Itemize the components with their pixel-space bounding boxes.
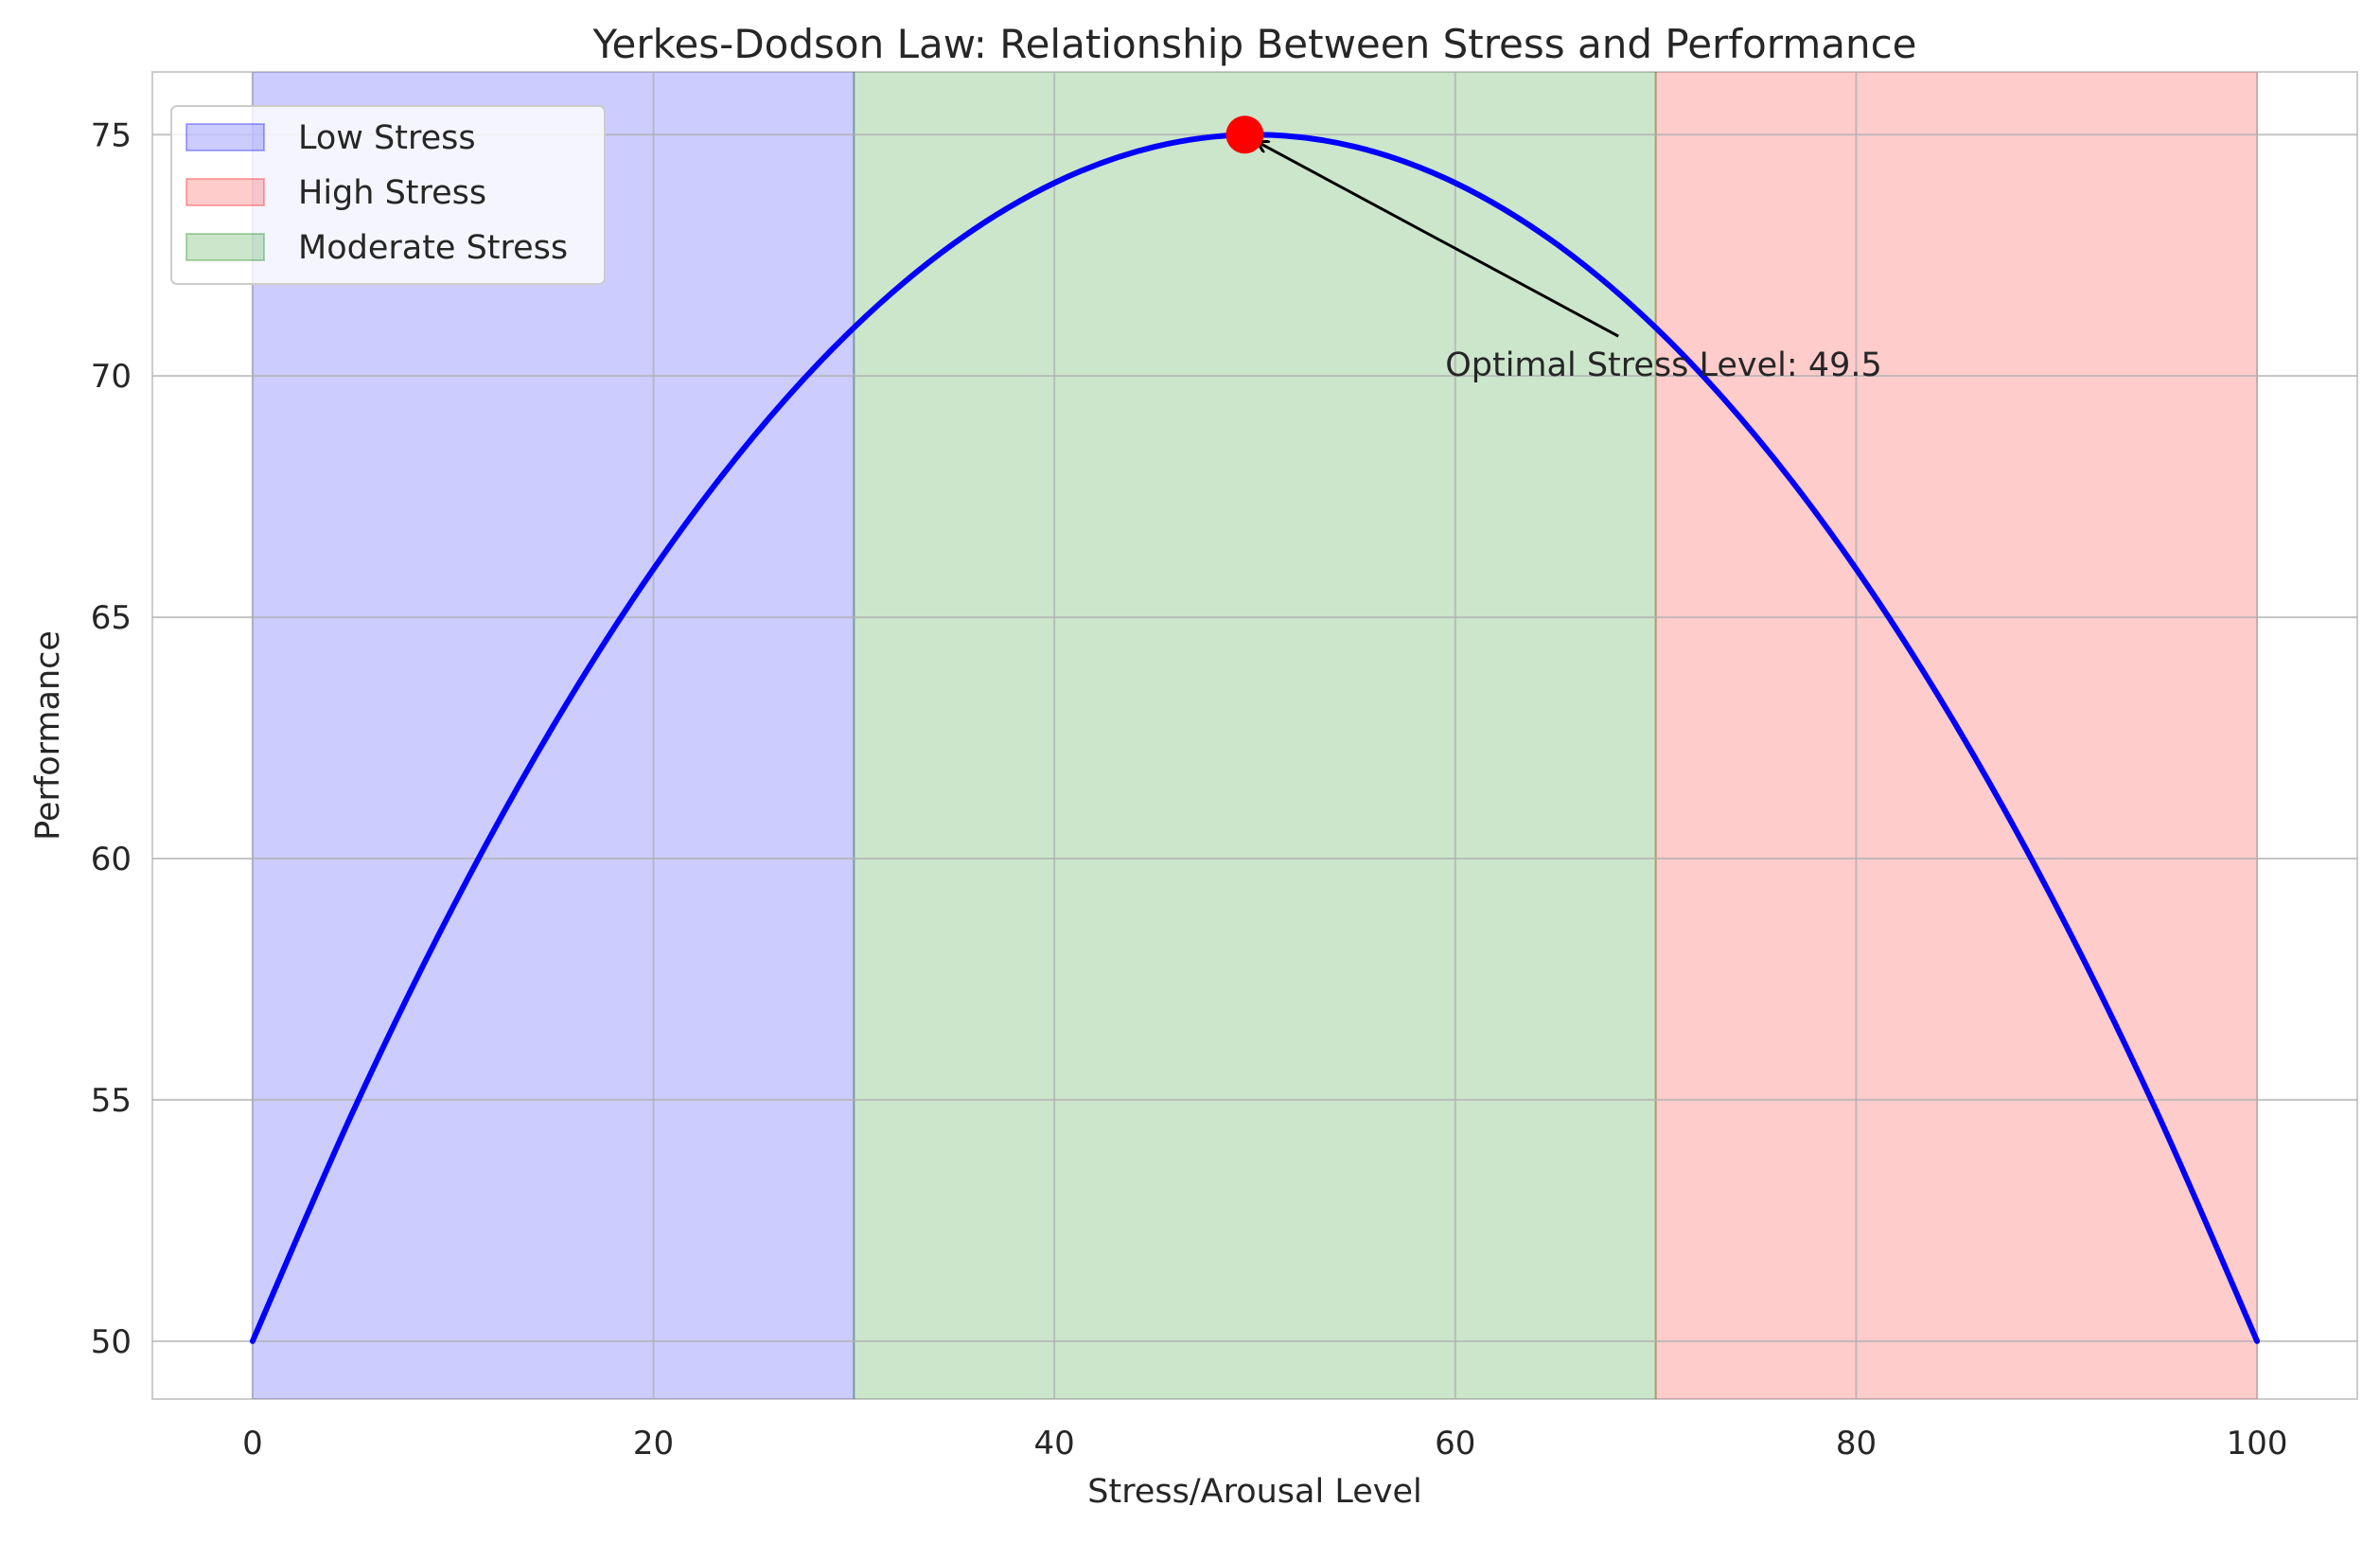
x-tick-label: 80	[1836, 1425, 1877, 1462]
y-tick-label: 65	[91, 599, 132, 637]
region-moderate-stress	[854, 72, 1656, 1399]
legend-label-moderate-stress: Moderate Stress	[298, 229, 568, 267]
legend-swatch-low-stress	[185, 123, 265, 151]
annotation-arrow	[1258, 142, 1619, 338]
region-layer	[251, 72, 2259, 1399]
legend-swatch-moderate-stress	[185, 233, 265, 261]
x-tick-label: 20	[633, 1425, 674, 1462]
legend-label-low-stress: Low Stress	[298, 119, 476, 157]
optimal-point-marker	[1225, 115, 1264, 154]
legend: Low Stress High Stress Moderate Stress	[170, 105, 606, 285]
region-low-stress	[252, 72, 855, 1399]
tick-layer: 0 20 40 60 80 100 50 55 60 65 70 75	[91, 116, 2288, 1462]
x-tick-label: 0	[242, 1425, 263, 1462]
y-tick-label: 55	[91, 1082, 132, 1120]
x-tick-label: 100	[2227, 1425, 2288, 1462]
y-tick-label: 75	[91, 116, 132, 154]
legend-swatch-high-stress	[185, 178, 265, 206]
y-tick-label: 60	[91, 841, 132, 878]
y-axis-label: Performance	[29, 630, 67, 841]
chart-title: Yerkes-Dodson Law: Relationship Between …	[591, 21, 1916, 67]
y-tick-label: 70	[91, 358, 132, 396]
legend-label-high-stress: High Stress	[298, 174, 486, 212]
x-axis-label: Stress/Arousal Level	[1087, 1473, 1421, 1511]
x-tick-label: 40	[1034, 1425, 1075, 1462]
y-tick-label: 50	[91, 1323, 132, 1361]
annotation-text: Optimal Stress Level: 49.5	[1445, 346, 1882, 384]
x-tick-label: 60	[1435, 1425, 1475, 1462]
region-high-stress	[1655, 72, 2258, 1399]
plot-area	[151, 71, 2358, 1400]
legend-frame	[170, 105, 606, 285]
